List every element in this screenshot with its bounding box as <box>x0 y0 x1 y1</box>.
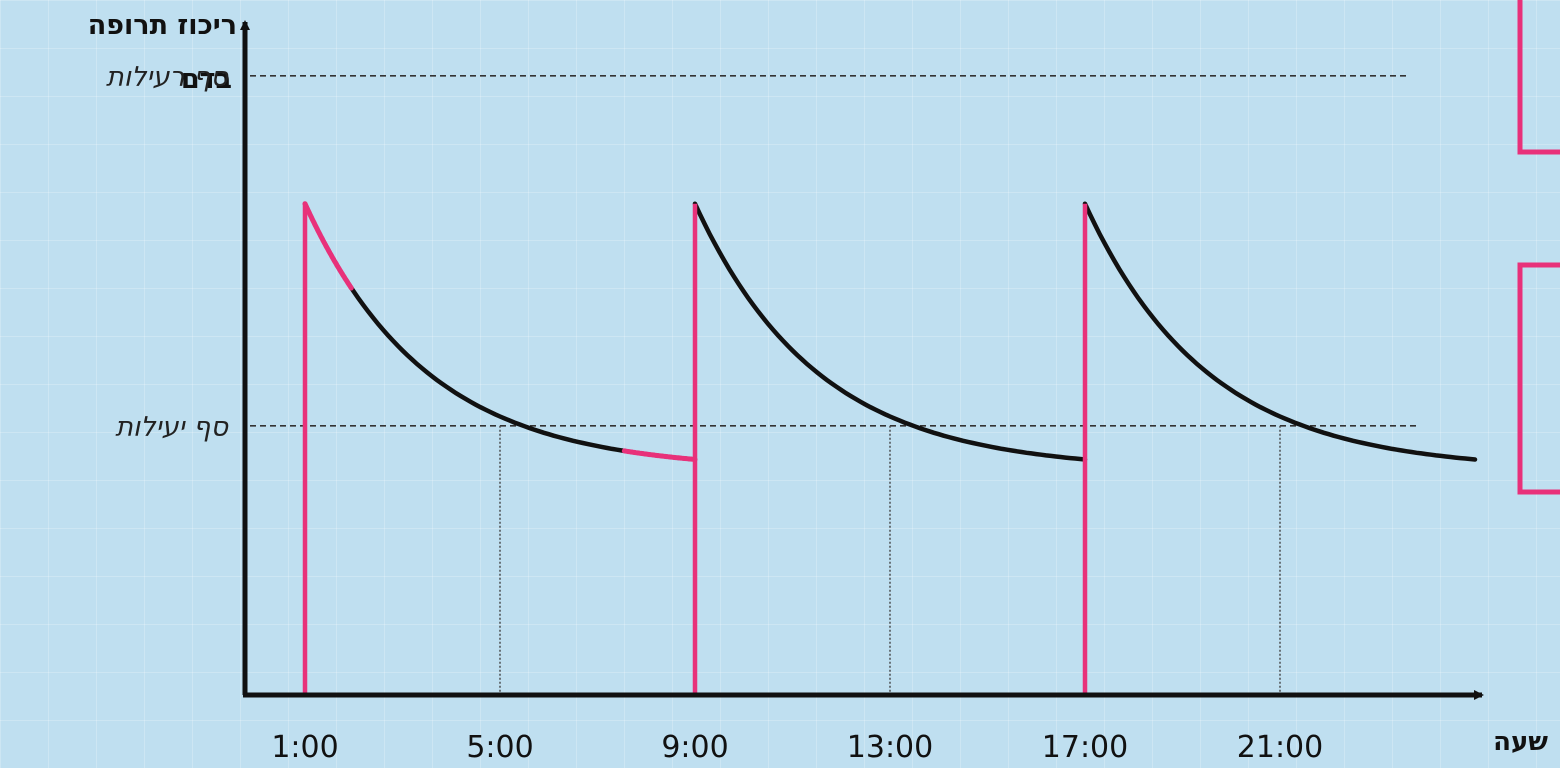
y-axis-label-line-1: ריכוז תרופה <box>88 10 237 41</box>
threshold-label-0: סף רעילות <box>106 62 229 93</box>
x-tick-label: 21:00 <box>1237 730 1323 765</box>
x-tick-label: 1:00 <box>271 730 338 765</box>
x-tick-label: 5:00 <box>466 730 533 765</box>
highlight-peak-segment <box>302 201 354 291</box>
y-axis-label-line-2: בדם <box>181 64 232 95</box>
threshold-label-1: סף יעילות <box>115 412 229 443</box>
decay-curve-1 <box>692 201 1088 462</box>
legend-box-bottom <box>1517 262 1560 495</box>
x-tick-label: 9:00 <box>661 730 728 765</box>
guide-lines <box>250 75 1420 695</box>
concentration-series <box>302 201 1478 462</box>
highlight-trough-segment <box>621 448 698 462</box>
x-tick-labels: 1:00 5:00 9:00 13:00 17:00 21:00 <box>271 730 1323 765</box>
x-axis-label: שעה <box>1493 727 1548 757</box>
legend-box-top <box>1517 0 1560 155</box>
x-tick-label: 17:00 <box>1042 730 1128 765</box>
decay-curve-0 <box>302 201 698 462</box>
threshold-labels: סף רעילות סף יעילות <box>106 62 229 443</box>
highlight-segments <box>302 201 1088 695</box>
decay-curve-2 <box>1082 201 1478 462</box>
x-tick-label: 13:00 <box>847 730 933 765</box>
